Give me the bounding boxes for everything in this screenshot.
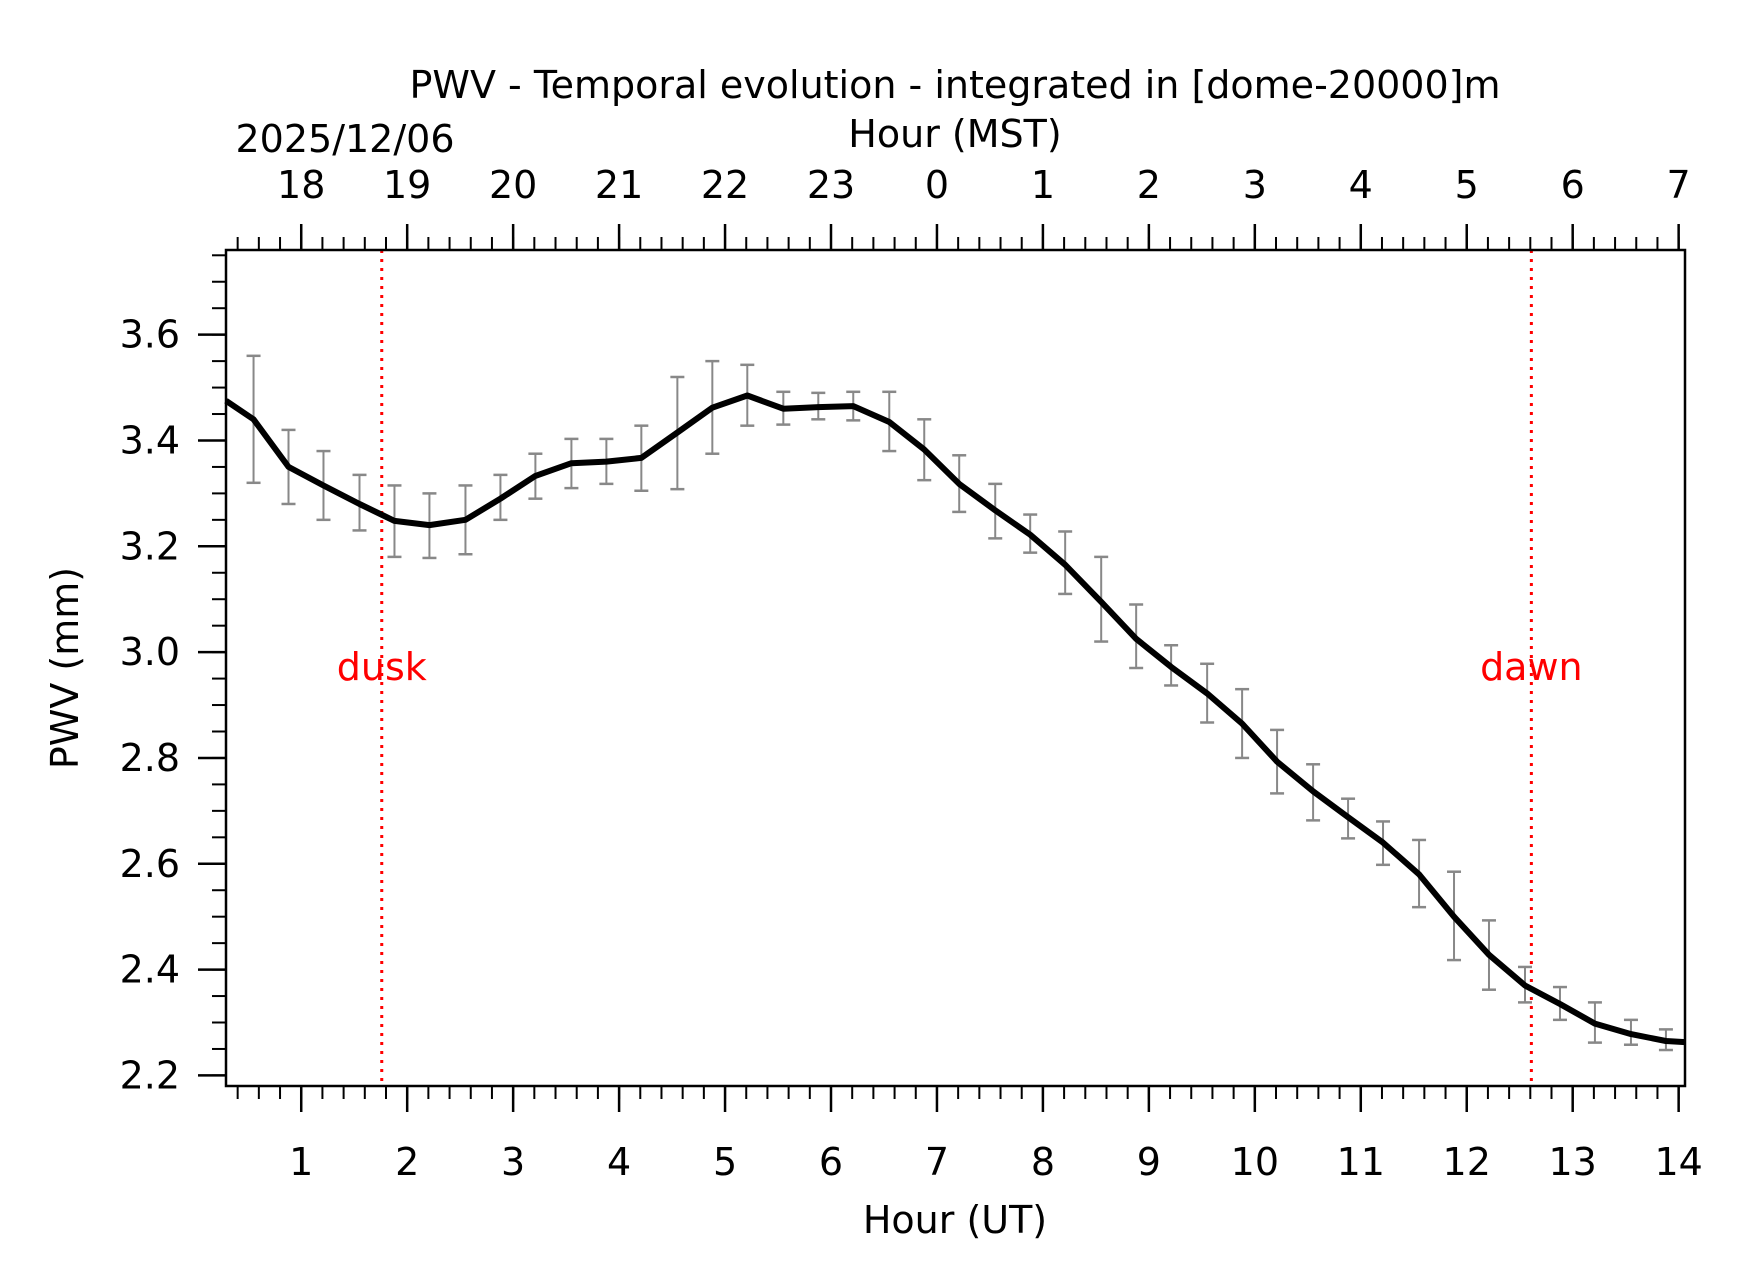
x2-tick-label: 2 [1137, 163, 1161, 207]
x2-tick-label: 0 [925, 163, 949, 207]
chart-title: PWV - Temporal evolution - integrated in… [409, 63, 1500, 107]
x-tick-label: 4 [607, 1140, 631, 1184]
x2-tick-label: 7 [1667, 163, 1691, 207]
plot-frame [224, 248, 1687, 1088]
x-axis-label: Hour (UT) [863, 1198, 1047, 1242]
x-tick-label: 2 [395, 1140, 419, 1184]
x2-tick-label: 23 [807, 163, 855, 207]
y-tick-label: 2.2 [120, 1053, 180, 1097]
dusk-label: dusk [337, 645, 427, 689]
x2-tick-label: 21 [595, 163, 643, 207]
x-tick-label: 8 [1031, 1140, 1055, 1184]
y-axis-label: PWV (mm) [43, 567, 87, 769]
x-tick-label: 1 [289, 1140, 313, 1184]
x-tick-label: 7 [925, 1140, 949, 1184]
x2-tick-label: 4 [1349, 163, 1373, 207]
x-tick-label: 9 [1137, 1140, 1161, 1184]
x-tick-label: 6 [819, 1140, 843, 1184]
date-label: 2025/12/06 [235, 117, 454, 161]
y-tick-label: 3.4 [120, 418, 180, 462]
x2-tick-label: 19 [383, 163, 431, 207]
x-tick-label: 14 [1654, 1140, 1702, 1184]
y-tick-label: 2.6 [120, 842, 180, 886]
x-tick-label: 10 [1231, 1140, 1279, 1184]
x2-tick-label: 3 [1243, 163, 1267, 207]
x-tick-label: 5 [713, 1140, 737, 1184]
y-tick-label: 3.6 [120, 313, 180, 357]
y-tick-label: 3.2 [120, 524, 180, 568]
pwv-series-line [224, 392, 1686, 1046]
x-tick-label: 12 [1443, 1140, 1491, 1184]
y-tick-label: 2.8 [120, 736, 180, 780]
dawn-label: dawn [1480, 645, 1583, 689]
x2-tick-label: 5 [1455, 163, 1479, 207]
x2-tick-label: 18 [277, 163, 325, 207]
x2-tick-label: 1 [1031, 163, 1055, 207]
y-tick-label: 2.4 [120, 948, 180, 992]
x2-axis-label: Hour (MST) [848, 112, 1061, 156]
x2-tick-label: 20 [489, 163, 537, 207]
x2-tick-label: 22 [701, 163, 749, 207]
y-tick-label: 3.0 [120, 630, 180, 674]
x2-tick-label: 6 [1561, 163, 1585, 207]
x-tick-label: 3 [501, 1140, 525, 1184]
x-tick-label: 13 [1549, 1140, 1597, 1184]
x-tick-label: 11 [1337, 1140, 1385, 1184]
